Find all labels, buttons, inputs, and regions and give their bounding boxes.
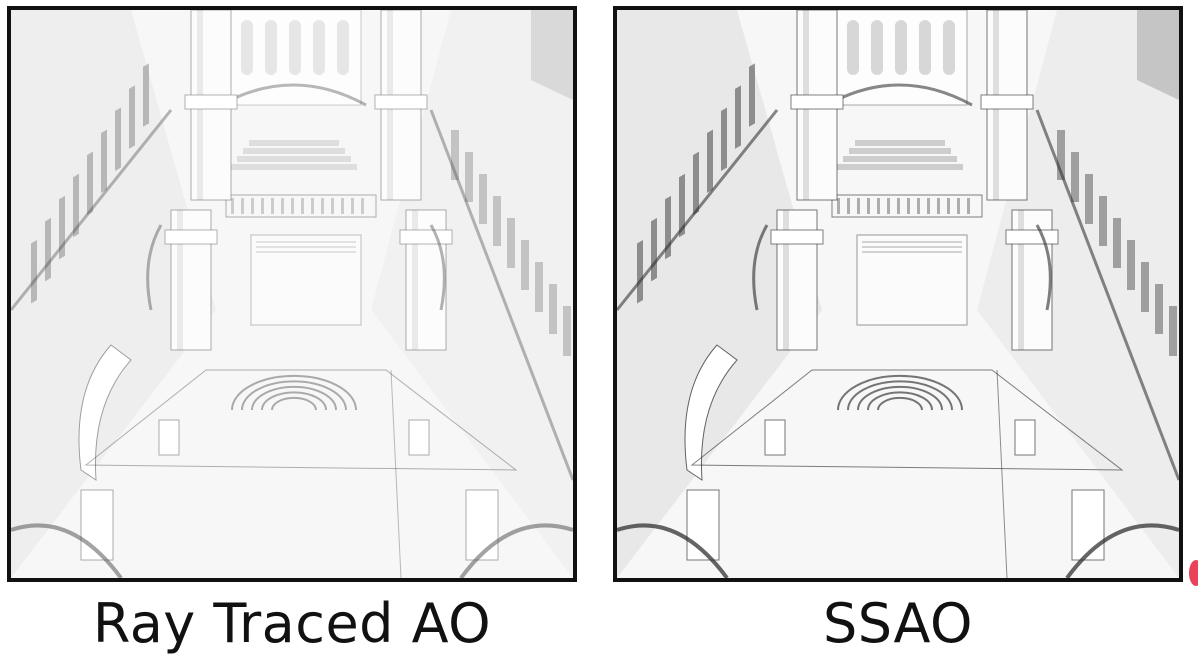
cathedral-scene [11, 10, 573, 578]
caption-ssao: SSAO [822, 592, 974, 655]
ray-traced-ao-render [7, 6, 577, 582]
cathedral-scene [617, 10, 1179, 578]
red-edge-marker [1189, 560, 1198, 586]
ssao-render [613, 6, 1183, 582]
caption-ray-traced-ao: Ray Traced AO [92, 592, 492, 655]
